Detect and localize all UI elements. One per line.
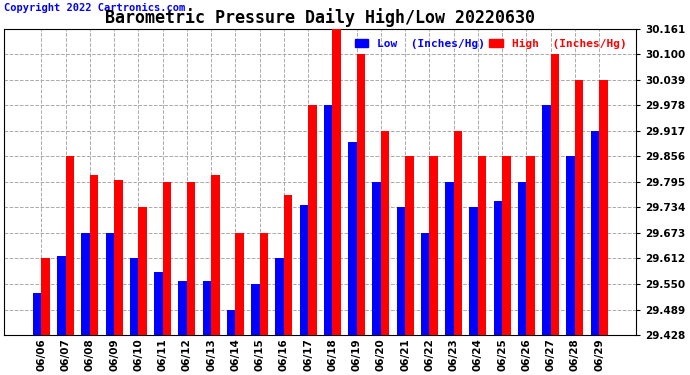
Bar [130, 258, 139, 335]
Bar [429, 156, 438, 335]
Bar [518, 182, 526, 335]
Bar [348, 142, 357, 335]
Bar [66, 156, 74, 335]
Bar [57, 256, 66, 335]
Bar [154, 272, 163, 335]
Bar [106, 233, 114, 335]
Bar [41, 258, 50, 335]
Bar [203, 281, 211, 335]
Bar [591, 130, 599, 335]
Bar [299, 205, 308, 335]
Bar [114, 180, 123, 335]
Bar [187, 182, 195, 335]
Bar [478, 156, 486, 335]
Bar [405, 156, 414, 335]
Bar [324, 105, 333, 335]
Bar [235, 233, 244, 335]
Bar [575, 80, 584, 335]
Bar [33, 293, 41, 335]
Bar [502, 156, 511, 335]
Bar [526, 156, 535, 335]
Bar [397, 207, 405, 335]
Bar [179, 281, 187, 335]
Bar [163, 182, 171, 335]
Bar [599, 80, 608, 335]
Bar [542, 105, 551, 335]
Bar [494, 201, 502, 335]
Bar [227, 310, 235, 335]
Title: Barometric Pressure Daily High/Low 20220630: Barometric Pressure Daily High/Low 20220… [106, 8, 535, 27]
Bar [551, 54, 559, 335]
Bar [381, 130, 389, 335]
Bar [566, 156, 575, 335]
Bar [421, 233, 429, 335]
Legend: Low  (Inches/Hg), High  (Inches/Hg): Low (Inches/Hg), High (Inches/Hg) [351, 34, 631, 53]
Bar [373, 182, 381, 335]
Bar [333, 28, 341, 335]
Bar [454, 130, 462, 335]
Bar [139, 207, 147, 335]
Bar [275, 258, 284, 335]
Bar [308, 105, 317, 335]
Bar [90, 175, 99, 335]
Bar [259, 233, 268, 335]
Bar [211, 175, 219, 335]
Bar [469, 207, 478, 335]
Bar [251, 284, 259, 335]
Text: Copyright 2022 Cartronics.com: Copyright 2022 Cartronics.com [4, 3, 186, 13]
Bar [81, 233, 90, 335]
Bar [445, 182, 454, 335]
Bar [357, 54, 365, 335]
Bar [284, 195, 293, 335]
